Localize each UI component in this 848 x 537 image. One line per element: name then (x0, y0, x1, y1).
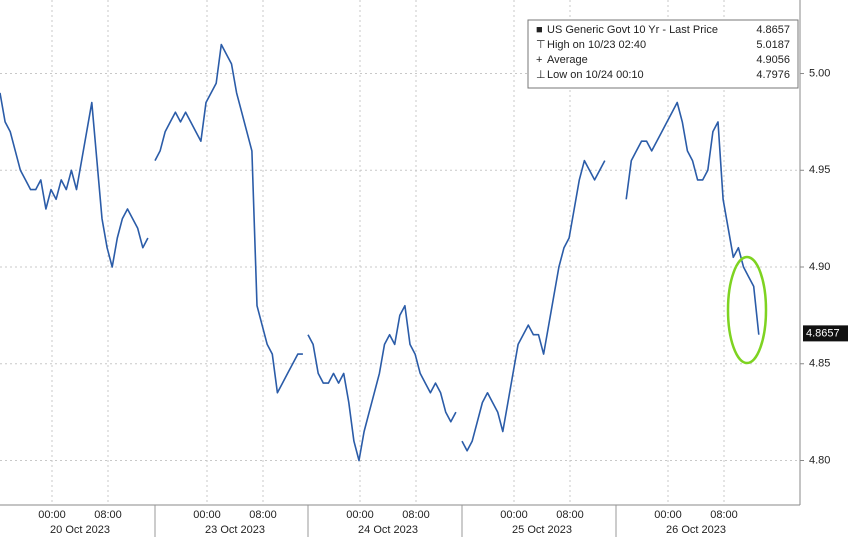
x-tick-label: 08:00 (249, 509, 277, 521)
legend-label: Low on 10/24 00:10 (547, 69, 644, 81)
legend-symbol: + (536, 54, 542, 66)
last-price-label: 4.8657 (806, 327, 840, 339)
date-label: 24 Oct 2023 (358, 524, 418, 536)
last-price-tag (803, 325, 848, 342)
date-label: 25 Oct 2023 (512, 524, 572, 536)
legend-value: 5.0187 (756, 39, 790, 51)
price-line (154, 43, 303, 394)
x-tick-label: 08:00 (556, 509, 584, 521)
y-tick-label: 4.90 (809, 261, 830, 273)
legend-box (527, 19, 799, 89)
x-tick-label: 00:00 (38, 509, 66, 521)
legend-symbol: ⊥ (536, 69, 546, 81)
price-line (461, 159, 606, 452)
date-label: 23 Oct 2023 (205, 524, 265, 536)
date-label: 26 Oct 2023 (666, 524, 726, 536)
x-tick-label: 00:00 (500, 509, 528, 521)
plot-area (0, 0, 800, 505)
x-tick-label: 00:00 (346, 509, 374, 521)
legend-symbol: ⊤ (536, 39, 546, 51)
price-line (0, 92, 149, 268)
legend-label: Average (547, 54, 588, 66)
x-tick-label: 08:00 (402, 509, 430, 521)
x-tick-label: 08:00 (710, 509, 738, 521)
legend-symbol: ■ (536, 24, 543, 36)
y-tick-label: 4.95 (809, 164, 830, 176)
legend-label: High on 10/23 02:40 (547, 39, 646, 51)
x-tick-label: 00:00 (193, 509, 221, 521)
legend-value: 4.7976 (756, 69, 790, 81)
legend-value: 4.9056 (756, 54, 790, 66)
highlight-circle (726, 255, 768, 365)
legend-label: US Generic Govt 10 Yr - Last Price (547, 24, 718, 36)
price-line (625, 101, 760, 335)
date-label: 20 Oct 2023 (50, 524, 110, 536)
y-tick-label: 5.00 (809, 67, 830, 79)
y-tick-label: 4.85 (809, 358, 830, 370)
y-tick-label: 4.80 (809, 454, 830, 466)
x-tick-label: 08:00 (94, 509, 122, 521)
legend: ■ US Generic Govt 10 Yr - Last Price 4.865… (527, 19, 799, 89)
x-tick-label: 00:00 (654, 509, 682, 521)
legend-value: 4.8657 (756, 24, 790, 36)
price-line (307, 304, 457, 462)
